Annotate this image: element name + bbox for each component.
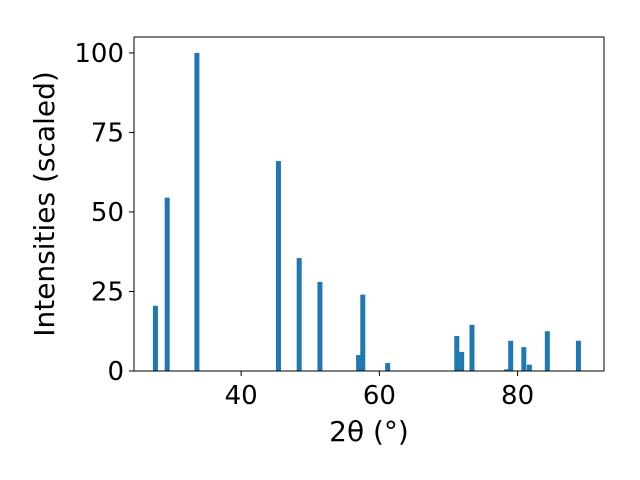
bar bbox=[469, 324, 475, 371]
y-axis: 0 25 50 75 100 bbox=[74, 39, 134, 387]
y-tick-label: 25 bbox=[91, 277, 124, 307]
x-tick-label: 80 bbox=[501, 381, 534, 411]
plot-frame bbox=[133, 36, 605, 372]
bar bbox=[544, 331, 550, 371]
bar bbox=[356, 355, 362, 371]
y-tick-label: 50 bbox=[91, 198, 124, 228]
bar bbox=[526, 364, 532, 371]
bar bbox=[521, 347, 527, 371]
y-tick-label: 100 bbox=[74, 39, 124, 69]
y-tick-label: 75 bbox=[91, 118, 124, 148]
x-axis-label: 2θ (°) bbox=[329, 415, 409, 448]
bar bbox=[459, 351, 465, 371]
bar bbox=[194, 52, 200, 372]
bar bbox=[575, 340, 581, 371]
y-axis-label: Intensities (scaled) bbox=[28, 71, 61, 337]
bar bbox=[504, 369, 510, 371]
y-tick-label: 0 bbox=[107, 357, 124, 387]
bars bbox=[152, 52, 581, 372]
bar bbox=[454, 336, 460, 371]
bar bbox=[317, 281, 323, 371]
x-tick-label: 60 bbox=[363, 381, 396, 411]
bar bbox=[296, 258, 302, 371]
bar bbox=[385, 363, 391, 371]
bar bbox=[164, 197, 170, 371]
bar bbox=[275, 161, 281, 371]
x-tick-label: 40 bbox=[225, 381, 258, 411]
bar bbox=[360, 294, 366, 371]
bar bbox=[152, 305, 158, 371]
bar bbox=[508, 340, 514, 371]
x-axis: 40 60 80 bbox=[225, 371, 534, 411]
